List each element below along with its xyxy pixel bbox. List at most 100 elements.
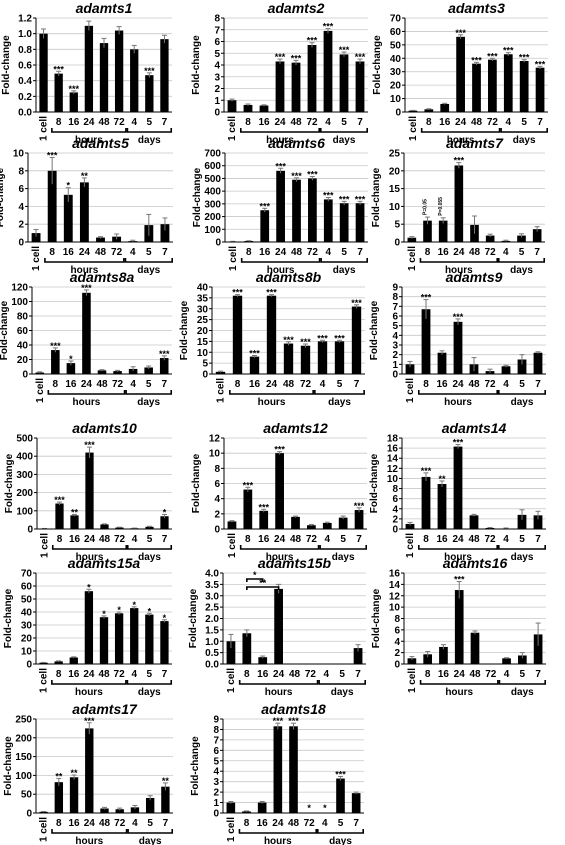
x-tick-label: 4 bbox=[131, 117, 137, 128]
x-tick-label: 16 bbox=[68, 669, 80, 680]
x-tick-label: 4 bbox=[132, 534, 138, 545]
significance-label: *** bbox=[249, 349, 260, 359]
x-tick-label: 5 bbox=[146, 247, 152, 258]
bar bbox=[421, 309, 431, 374]
y-tick-label: 5 bbox=[213, 756, 219, 767]
x-tick-label: 1 cell bbox=[408, 116, 419, 141]
bar bbox=[99, 617, 109, 664]
y-tick-label: 8 bbox=[392, 292, 398, 303]
y-tick-label: 500 bbox=[204, 174, 221, 185]
significance-label: *** bbox=[471, 55, 482, 65]
significance-label: * bbox=[102, 609, 106, 619]
y-tick-label: 10 bbox=[13, 149, 25, 160]
chart-title: adamts15a bbox=[68, 555, 141, 571]
x-tick-label: 4 bbox=[320, 379, 326, 390]
significance-label: *** bbox=[355, 52, 366, 62]
significance-label: *** bbox=[454, 156, 465, 166]
bar bbox=[227, 100, 237, 112]
group-label: days bbox=[333, 135, 356, 146]
group-bracket-line bbox=[240, 128, 320, 133]
y-tick-label: 0.2 bbox=[18, 92, 32, 103]
y-tick-label: 30 bbox=[390, 67, 402, 78]
bar bbox=[405, 364, 415, 374]
y-tick-label: 0.8 bbox=[18, 45, 32, 56]
bar bbox=[145, 614, 154, 664]
bar bbox=[336, 778, 345, 813]
x-tick-label: 24 bbox=[274, 534, 286, 545]
bar bbox=[353, 648, 363, 664]
y-tick-label: 16 bbox=[389, 569, 401, 580]
group-bracket: days bbox=[316, 829, 365, 845]
x-tick-label: 5 bbox=[338, 818, 344, 829]
x-tick-label: 8 bbox=[56, 669, 62, 680]
bar bbox=[31, 233, 41, 242]
bar bbox=[517, 359, 527, 374]
y-tick-label: 100 bbox=[204, 225, 221, 236]
x-tick-label: 4 bbox=[131, 669, 137, 680]
group-bracket: hours bbox=[419, 680, 499, 698]
bar bbox=[145, 526, 154, 529]
group-bracket-line bbox=[420, 128, 501, 133]
x-tick-label: 72 bbox=[112, 379, 124, 390]
bar bbox=[215, 371, 226, 374]
y-tick-label: 500 bbox=[16, 434, 33, 445]
significance-label: *** bbox=[50, 341, 61, 351]
y-tick-label: 8 bbox=[214, 464, 220, 475]
x-tick-label: 5 bbox=[520, 669, 526, 680]
y-axis-label: Fold-change bbox=[192, 167, 203, 227]
x-tick-label: 48 bbox=[469, 669, 481, 680]
bar bbox=[54, 73, 63, 112]
x-tick-label: 72 bbox=[305, 669, 317, 680]
y-axis-label: Fold-change bbox=[372, 35, 383, 95]
group-label: days bbox=[137, 397, 160, 408]
y-axis-label: Fold-change bbox=[4, 453, 15, 513]
y-tick-label: 8 bbox=[213, 725, 219, 736]
group-bracket-line bbox=[320, 128, 368, 133]
group-bracket-line bbox=[498, 545, 546, 550]
bar bbox=[69, 92, 78, 112]
y-tick-label: 3.0 bbox=[205, 591, 219, 602]
x-tick-label: 24 bbox=[83, 669, 95, 680]
group-bracket-line bbox=[240, 258, 321, 263]
y-tick-label: 2 bbox=[18, 220, 24, 231]
y-tick-label: 100 bbox=[11, 297, 28, 308]
group-bracket-line bbox=[51, 829, 128, 834]
group-label: days bbox=[511, 687, 534, 698]
bar bbox=[517, 514, 527, 529]
y-tick-label: 20 bbox=[390, 81, 402, 92]
x-tick-label: 8 bbox=[56, 818, 62, 829]
significance-label: *** bbox=[288, 716, 299, 726]
y-tick-label: 7 bbox=[213, 735, 219, 746]
x-tick-label: 8 bbox=[245, 534, 251, 545]
bar bbox=[145, 797, 155, 813]
x-tick-label: 1 cell bbox=[226, 817, 237, 842]
x-tick-label: 48 bbox=[290, 117, 302, 128]
group-label: days bbox=[138, 552, 161, 563]
bar bbox=[244, 240, 254, 242]
y-tick-label: 4 bbox=[18, 202, 24, 213]
x-tick-label: 4 bbox=[503, 379, 509, 390]
x-tick-label: 5 bbox=[147, 669, 153, 680]
bar bbox=[423, 654, 433, 664]
significance-label: *** bbox=[454, 575, 465, 585]
chart-title: adamts15b bbox=[258, 555, 332, 571]
x-tick-label: 8 bbox=[246, 247, 252, 258]
chart-title: adamts1 bbox=[76, 0, 133, 16]
y-tick-label: 6 bbox=[213, 746, 219, 757]
y-tick-label: 4 bbox=[214, 61, 220, 72]
bar bbox=[485, 235, 495, 242]
bar bbox=[63, 194, 73, 242]
x-tick-label: 72 bbox=[487, 117, 499, 128]
bar bbox=[437, 352, 447, 374]
group-bracket-line bbox=[126, 128, 173, 133]
group-label: hours bbox=[264, 836, 292, 845]
x-tick-label: 1 cell bbox=[39, 116, 50, 141]
y-tick-label: 200 bbox=[204, 212, 221, 223]
group-bracket: days bbox=[320, 128, 368, 146]
group-label: days bbox=[511, 552, 534, 563]
significance-label: *** bbox=[266, 288, 277, 298]
y-tick-label: 6 bbox=[392, 312, 398, 323]
significance-label: ** bbox=[71, 768, 79, 778]
chart-title: adamts10 bbox=[72, 420, 137, 436]
y-tick-label: 15 bbox=[389, 184, 401, 195]
